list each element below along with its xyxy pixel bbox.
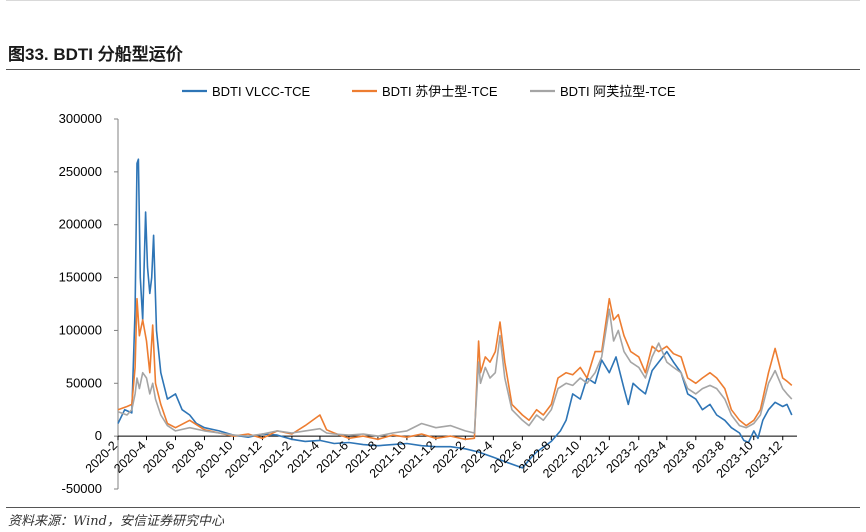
line-chart: BDTI VLCC-TCE BDTI 苏伊士型-TCE BDTI 阿芙拉型-TCE … bbox=[59, 84, 797, 496]
y-tick-label: 150000 bbox=[59, 270, 102, 285]
y-tick-label: 0 bbox=[95, 428, 102, 443]
source-note: 资料来源：Wind，安信证券研究中心 bbox=[8, 514, 224, 529]
x-tick-label: 2022-4 bbox=[458, 438, 495, 475]
x-tick-label: 2021-4 bbox=[285, 438, 322, 475]
legend-label-suezmax: BDTI 苏伊士型-TCE bbox=[382, 84, 498, 99]
series-line-aframax bbox=[117, 308, 793, 437]
legend-label-vlcc: BDTI VLCC-TCE bbox=[212, 84, 311, 99]
title-rule bbox=[6, 69, 860, 70]
chart-legend: BDTI VLCC-TCE BDTI 苏伊士型-TCE BDTI 阿芙拉型-TCE bbox=[182, 84, 676, 99]
axes bbox=[114, 118, 797, 490]
tick-labels: -50000 0 50000 100000 150000 200000 250000 3000… bbox=[59, 111, 785, 496]
figure-title: 图33. BDTI 分船型运价 bbox=[8, 45, 183, 64]
y-tick-label: 250000 bbox=[59, 164, 102, 179]
x-tick-label: 2023-6 bbox=[660, 438, 697, 475]
bottom-rule bbox=[6, 507, 860, 508]
x-tick-label: 2023-4 bbox=[631, 438, 668, 475]
x-tick-label: 2020-6 bbox=[140, 438, 177, 475]
y-tick-label: -50000 bbox=[62, 481, 102, 496]
series-layer bbox=[117, 158, 793, 469]
y-tick-label: 50000 bbox=[66, 375, 102, 390]
y-tick-label: 100000 bbox=[59, 322, 102, 337]
series-line-suezmax bbox=[117, 297, 793, 441]
y-tick-label: 200000 bbox=[59, 217, 102, 232]
x-tick-label: 2020-4 bbox=[111, 438, 148, 475]
top-rule bbox=[6, 0, 860, 1]
series-line-vlcc bbox=[117, 158, 793, 469]
y-tick-label: 300000 bbox=[59, 111, 102, 126]
x-tick-label: 2021-6 bbox=[314, 438, 351, 475]
legend-label-aframax: BDTI 阿芙拉型-TCE bbox=[560, 84, 676, 99]
